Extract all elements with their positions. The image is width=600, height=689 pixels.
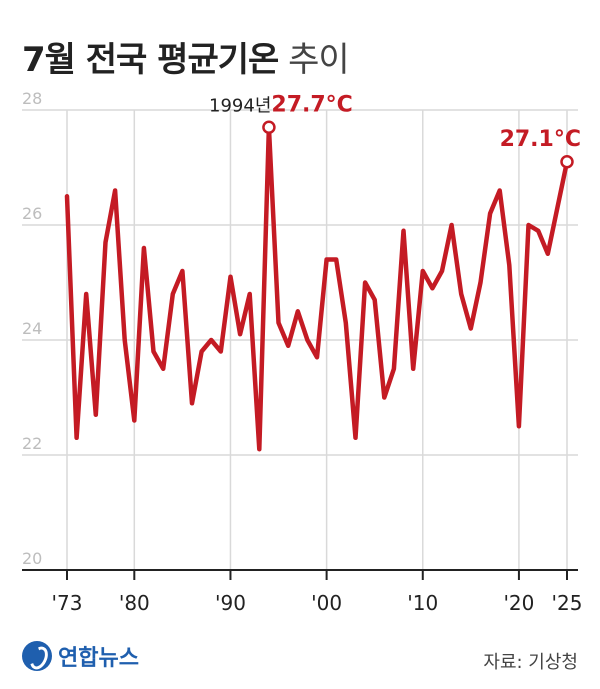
x-tick-label: '80 xyxy=(119,591,150,615)
chart-title: 7월 전국 평균기온 추이 xyxy=(22,32,350,81)
x-tick-label: '25 xyxy=(552,591,583,615)
series-line xyxy=(64,125,570,452)
x-tick-label: '20 xyxy=(503,591,534,615)
annotation-value: 27.7°C xyxy=(271,92,352,117)
annotation-label: 27.1°C xyxy=(500,127,581,152)
yonhap-logo-icon xyxy=(22,641,52,671)
annotation-marker xyxy=(262,120,276,134)
annotation-year: 1994년 xyxy=(209,95,271,116)
x-tick-label: '73 xyxy=(52,591,83,615)
y-tick-label: 26 xyxy=(22,204,42,223)
source-label: 자료: 기상청 xyxy=(483,652,578,673)
y-tick-label: 24 xyxy=(22,319,42,338)
title-main: 7월 전국 평균기온 xyxy=(22,40,279,80)
y-tick-label: 20 xyxy=(22,549,42,568)
logo-text: 연합뉴스 xyxy=(58,646,139,671)
title-suffix: 추이 xyxy=(288,40,350,80)
annotation-value: 27.1°C xyxy=(500,127,581,152)
annotation-label: 1994년27.7°C xyxy=(209,92,353,117)
y-tick-label: 28 xyxy=(22,89,42,108)
x-tick-label: '90 xyxy=(215,591,246,615)
yonhap-logo: 연합뉴스 xyxy=(22,640,139,672)
y-tick-label: 22 xyxy=(22,434,42,453)
x-tick-label: '00 xyxy=(311,591,342,615)
x-tick-label: '10 xyxy=(407,591,438,615)
annotation-marker xyxy=(560,155,574,169)
